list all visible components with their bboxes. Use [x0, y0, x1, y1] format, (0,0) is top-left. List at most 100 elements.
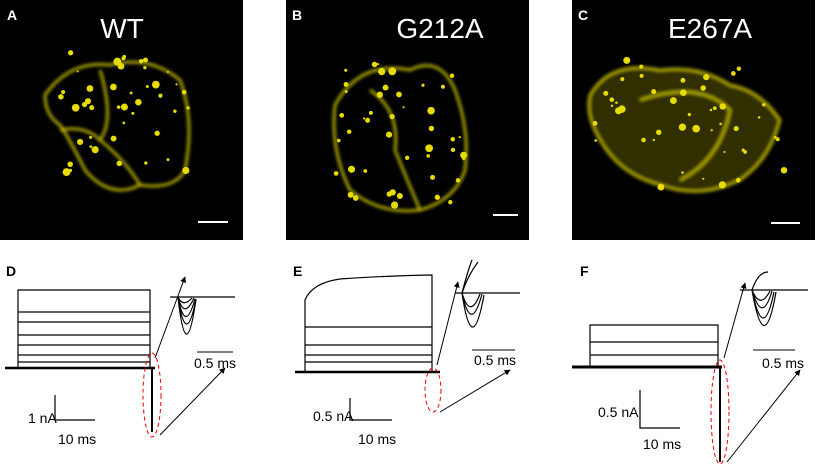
vesicle [780, 167, 788, 174]
vesicle [352, 195, 359, 201]
vesicle [390, 201, 399, 209]
vesicle [719, 103, 726, 110]
vesicle [86, 85, 94, 92]
vesicle [386, 191, 392, 197]
vesicle [700, 85, 706, 91]
vesicle [428, 125, 435, 132]
vesicle [449, 73, 455, 78]
vesicle [368, 110, 373, 115]
vesicle [702, 177, 705, 180]
vesicle [143, 66, 147, 70]
vesicle [455, 178, 461, 183]
vesicle [362, 117, 366, 120]
vesicle [61, 90, 66, 95]
vesicle [339, 112, 345, 118]
inset-scale: 0.5 ms [762, 355, 804, 371]
vesicle [116, 160, 123, 167]
panel-letter: A [7, 7, 17, 23]
panel-letter: B [292, 7, 302, 23]
vesicle [460, 151, 468, 159]
vesicle [68, 50, 74, 56]
trace-panel-e: E 0.5 ms 0.5 nA 10 ms [293, 259, 520, 447]
vesicle [89, 145, 93, 148]
vesicle [718, 181, 727, 189]
vesicle [680, 77, 686, 83]
vesicle [678, 123, 687, 131]
vesicle [735, 177, 741, 183]
vesicle [396, 91, 402, 98]
vesicle [594, 139, 598, 142]
vesicle [120, 103, 128, 111]
vesicle [344, 90, 348, 93]
vesicle [135, 98, 142, 106]
vesicle [709, 108, 713, 112]
vesicle [639, 73, 644, 78]
vesicle [603, 90, 609, 96]
vesicle [430, 174, 436, 180]
inset-scale: 0.5 ms [474, 352, 516, 368]
panel-title: WT [100, 13, 144, 44]
vesicle [117, 62, 125, 70]
vesicle [76, 70, 79, 73]
vesicle [110, 83, 117, 91]
vesicle [145, 84, 149, 89]
vesicle [710, 129, 713, 132]
vesicle [378, 67, 386, 76]
vesicle [762, 103, 766, 107]
vesicle [620, 77, 625, 82]
vesicle [76, 138, 84, 146]
vesicle [58, 94, 64, 100]
vesicle [757, 116, 761, 119]
vesicle [376, 91, 384, 98]
vesicle [615, 101, 618, 104]
vesicle [158, 93, 163, 98]
panel-letter: E [293, 263, 302, 279]
vesicle [741, 148, 745, 152]
vesicle [71, 103, 80, 112]
vesicle [173, 109, 177, 113]
vesicle [692, 124, 701, 133]
vesicle [703, 74, 710, 81]
vesicle [458, 136, 461, 139]
vesicle [657, 183, 665, 191]
vesicle [723, 150, 726, 153]
vesicle [396, 192, 403, 199]
vesicle [67, 161, 73, 168]
vesicle [347, 191, 354, 198]
vesicle [656, 129, 662, 136]
panel-title: G212A [396, 13, 483, 44]
vesicle [151, 80, 160, 89]
vesicle [773, 136, 777, 139]
trace-panel-f: F 0.5 ms 0.5 nA 10 ms [572, 263, 808, 465]
vesicle [89, 135, 93, 139]
vesicle [344, 68, 348, 72]
vesicle [462, 157, 466, 161]
vesicle [736, 66, 742, 71]
vesicle [186, 106, 190, 110]
current-scale: 0.5 nA [598, 404, 639, 420]
vesicle [89, 105, 95, 111]
image-c: C E267A [572, 0, 815, 240]
vesicle [426, 154, 431, 158]
vesicle [84, 98, 92, 105]
vesicle [388, 67, 397, 76]
vesicle [144, 161, 148, 165]
vesicle [775, 137, 780, 142]
vesicle [382, 84, 389, 91]
vesicle [371, 61, 378, 68]
panel-title: E267A [668, 13, 752, 44]
vesicle [333, 171, 339, 176]
vesicle [652, 138, 656, 142]
vesicle [404, 155, 410, 161]
vesicle [154, 130, 160, 136]
vesicle [425, 144, 434, 153]
vesicle [450, 147, 456, 153]
image-a: A WT [0, 0, 243, 240]
vesicle [712, 106, 717, 111]
vesicle [166, 158, 170, 162]
vesicle [142, 57, 148, 63]
vesicle [336, 138, 341, 143]
trace-panel-d: D 0.5 ms 1 nA 10 ms [5, 263, 236, 447]
vesicle [346, 129, 352, 134]
vesicle [440, 84, 445, 89]
